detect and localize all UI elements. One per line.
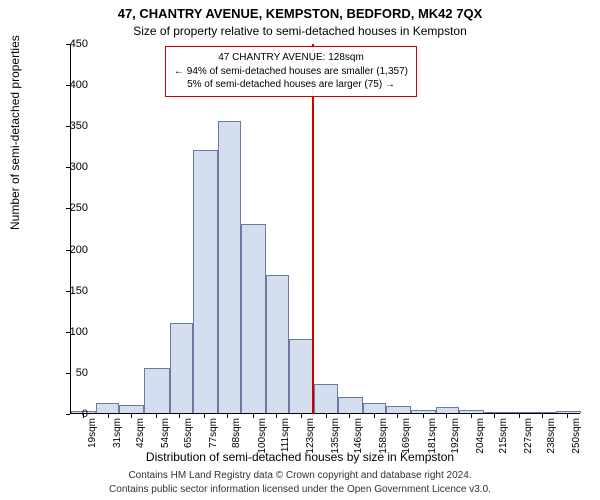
y-tick-label: 250 bbox=[38, 202, 88, 214]
x-tick-mark bbox=[301, 414, 302, 418]
y-tick-mark bbox=[66, 291, 70, 292]
callout-line-2: ← 94% of semi-detached houses are smalle… bbox=[174, 65, 408, 79]
histogram-bar bbox=[436, 407, 459, 413]
y-tick-mark bbox=[66, 332, 70, 333]
histogram-bar bbox=[533, 412, 556, 413]
x-tick-mark bbox=[374, 414, 375, 418]
y-tick-label: 350 bbox=[38, 120, 88, 132]
x-tick-mark bbox=[276, 414, 277, 418]
histogram-bar bbox=[119, 405, 144, 413]
histogram-bar bbox=[266, 275, 289, 413]
chart-title-sub: Size of property relative to semi-detach… bbox=[0, 24, 600, 38]
histogram-bar bbox=[508, 412, 533, 413]
histogram-bar bbox=[96, 403, 119, 413]
y-tick-mark bbox=[66, 250, 70, 251]
x-tick-mark bbox=[349, 414, 350, 418]
x-tick-mark bbox=[397, 414, 398, 418]
histogram-bar bbox=[289, 339, 314, 413]
histogram-bar bbox=[411, 410, 436, 413]
y-tick-label: 400 bbox=[38, 79, 88, 91]
x-axis-label: Distribution of semi-detached houses by … bbox=[0, 450, 600, 464]
x-tick-mark bbox=[253, 414, 254, 418]
callout-box: 47 CHANTRY AVENUE: 128sqm← 94% of semi-d… bbox=[165, 46, 417, 97]
histogram-bar bbox=[386, 406, 411, 413]
x-tick-mark bbox=[204, 414, 205, 418]
chart-title-main: 47, CHANTRY AVENUE, KEMPSTON, BEDFORD, M… bbox=[0, 6, 600, 21]
histogram-bar bbox=[459, 410, 484, 413]
x-tick-mark bbox=[131, 414, 132, 418]
histogram-bar bbox=[556, 411, 581, 413]
x-tick-mark bbox=[542, 414, 543, 418]
y-tick-mark bbox=[66, 414, 70, 415]
histogram-bar bbox=[314, 384, 337, 413]
x-tick-mark bbox=[227, 414, 228, 418]
y-tick-label: 300 bbox=[38, 161, 88, 173]
histogram-bar bbox=[218, 121, 241, 413]
x-tick-mark bbox=[423, 414, 424, 418]
footer-line-1: Contains HM Land Registry data © Crown c… bbox=[0, 470, 600, 481]
histogram-bar bbox=[241, 224, 266, 413]
y-tick-label: 0 bbox=[38, 408, 88, 420]
y-tick-label: 200 bbox=[38, 244, 88, 256]
x-tick-mark bbox=[519, 414, 520, 418]
y-tick-label: 100 bbox=[38, 326, 88, 338]
y-tick-mark bbox=[66, 85, 70, 86]
x-tick-mark bbox=[446, 414, 447, 418]
x-tick-mark bbox=[471, 414, 472, 418]
x-tick-mark bbox=[108, 414, 109, 418]
x-tick-mark bbox=[156, 414, 157, 418]
x-tick-mark bbox=[326, 414, 327, 418]
callout-line-1: 47 CHANTRY AVENUE: 128sqm bbox=[174, 51, 408, 65]
histogram-bar bbox=[363, 403, 386, 413]
histogram-bar bbox=[144, 368, 169, 413]
histogram-bar bbox=[193, 150, 218, 413]
y-tick-mark bbox=[66, 373, 70, 374]
histogram-bar bbox=[484, 412, 507, 413]
x-tick-mark bbox=[179, 414, 180, 418]
y-tick-label: 150 bbox=[38, 285, 88, 297]
y-tick-label: 450 bbox=[38, 38, 88, 50]
x-tick-mark bbox=[83, 414, 84, 418]
y-tick-mark bbox=[66, 208, 70, 209]
plot-area bbox=[70, 44, 580, 414]
x-tick-mark bbox=[494, 414, 495, 418]
y-tick-mark bbox=[66, 126, 70, 127]
histogram-bar bbox=[170, 323, 193, 413]
footer-line-2: Contains public sector information licen… bbox=[0, 484, 600, 495]
y-axis-label: Number of semi-detached properties bbox=[8, 35, 22, 230]
callout-line-3: 5% of semi-detached houses are larger (7… bbox=[174, 78, 408, 92]
y-tick-label: 50 bbox=[38, 367, 88, 379]
callout-line bbox=[312, 44, 314, 414]
y-tick-mark bbox=[66, 167, 70, 168]
histogram-bar bbox=[338, 397, 363, 413]
y-tick-mark bbox=[66, 44, 70, 45]
x-tick-mark bbox=[567, 414, 568, 418]
